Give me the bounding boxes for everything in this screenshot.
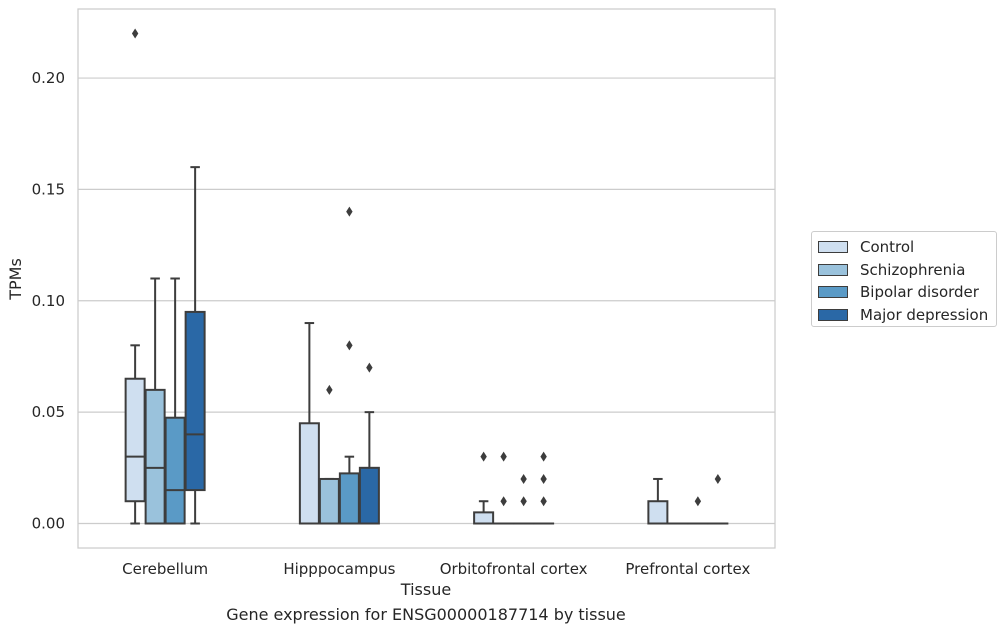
outlier-point (500, 451, 507, 462)
legend-item-schizophrenia: Schizophrenia (818, 259, 990, 282)
y-tick-labels: 0.00 0.05 0.10 0.15 0.20 (32, 69, 65, 532)
y-tick-label: 0.15 (32, 180, 65, 198)
outlier-point (346, 340, 353, 351)
outlier-point (326, 384, 333, 395)
legend-label-bipolar-disorder: Bipolar disorder (860, 283, 979, 302)
box (358, 466, 380, 525)
y-tick-label: 0.00 (32, 515, 65, 533)
y-axis-label: TPMs (6, 258, 25, 301)
chart-caption: Gene expression for ENSG00000187714 by t… (226, 605, 626, 624)
box (184, 310, 206, 492)
x-tick-label: Hipppocampus (283, 560, 395, 578)
y-tick-label: 0.20 (32, 69, 65, 87)
box (124, 377, 146, 503)
outlier-point (540, 473, 547, 484)
outlier-point (500, 496, 507, 507)
box-group (707, 473, 729, 525)
box (144, 388, 166, 525)
legend-swatch-major-depression (818, 308, 848, 321)
x-tick-label: Prefrontal cortex (625, 560, 750, 578)
outlier-point (520, 496, 527, 507)
legend-swatch-schizophrenia (818, 263, 848, 276)
legend-label-control: Control (860, 238, 915, 257)
box (647, 500, 669, 525)
legend-label-major-depression: Major depression (860, 305, 989, 324)
legend: Control Schizophrenia Bipolar disorder M… (811, 231, 997, 327)
box-group (687, 496, 709, 525)
box-group (318, 384, 340, 525)
box-group (473, 451, 495, 525)
box-group (647, 477, 669, 525)
box (473, 511, 495, 525)
outlier-point (540, 451, 547, 462)
y-tick-label: 0.05 (32, 403, 65, 421)
box-group (184, 166, 206, 525)
outlier-point (480, 451, 487, 462)
box-group (298, 322, 320, 525)
x-tick-label: Orbitofrontal cortex (440, 560, 588, 578)
x-axis-label: Tissue (400, 580, 451, 599)
plot-frame (77, 8, 776, 549)
box (298, 422, 320, 525)
legend-item-bipolar-disorder: Bipolar disorder (818, 281, 990, 304)
box-group (358, 362, 380, 525)
legend-item-major-depression: Major depression (818, 304, 990, 327)
boxes (124, 28, 729, 525)
outlier-point (131, 28, 139, 39)
outlier-point (694, 496, 702, 507)
y-tick-label: 0.10 (32, 292, 65, 310)
legend-swatch-bipolar-disorder (818, 286, 848, 299)
legend-item-control: Control (818, 236, 990, 259)
outlier-point (346, 206, 353, 217)
x-tick-label: Cerebellum (122, 560, 208, 578)
outlier-point (714, 473, 722, 484)
outlier-point (366, 362, 373, 373)
legend-label-schizophrenia: Schizophrenia (860, 260, 966, 279)
legend-swatch-control (818, 241, 848, 254)
box-group (533, 451, 555, 525)
outlier-point (540, 496, 547, 507)
x-tick-labels: Cerebellum Hipppocampus Orbitofrontal cort… (122, 560, 750, 578)
outlier-point (520, 473, 527, 484)
box (338, 472, 360, 525)
box-group (493, 451, 515, 525)
box (164, 416, 186, 525)
box (318, 477, 340, 525)
